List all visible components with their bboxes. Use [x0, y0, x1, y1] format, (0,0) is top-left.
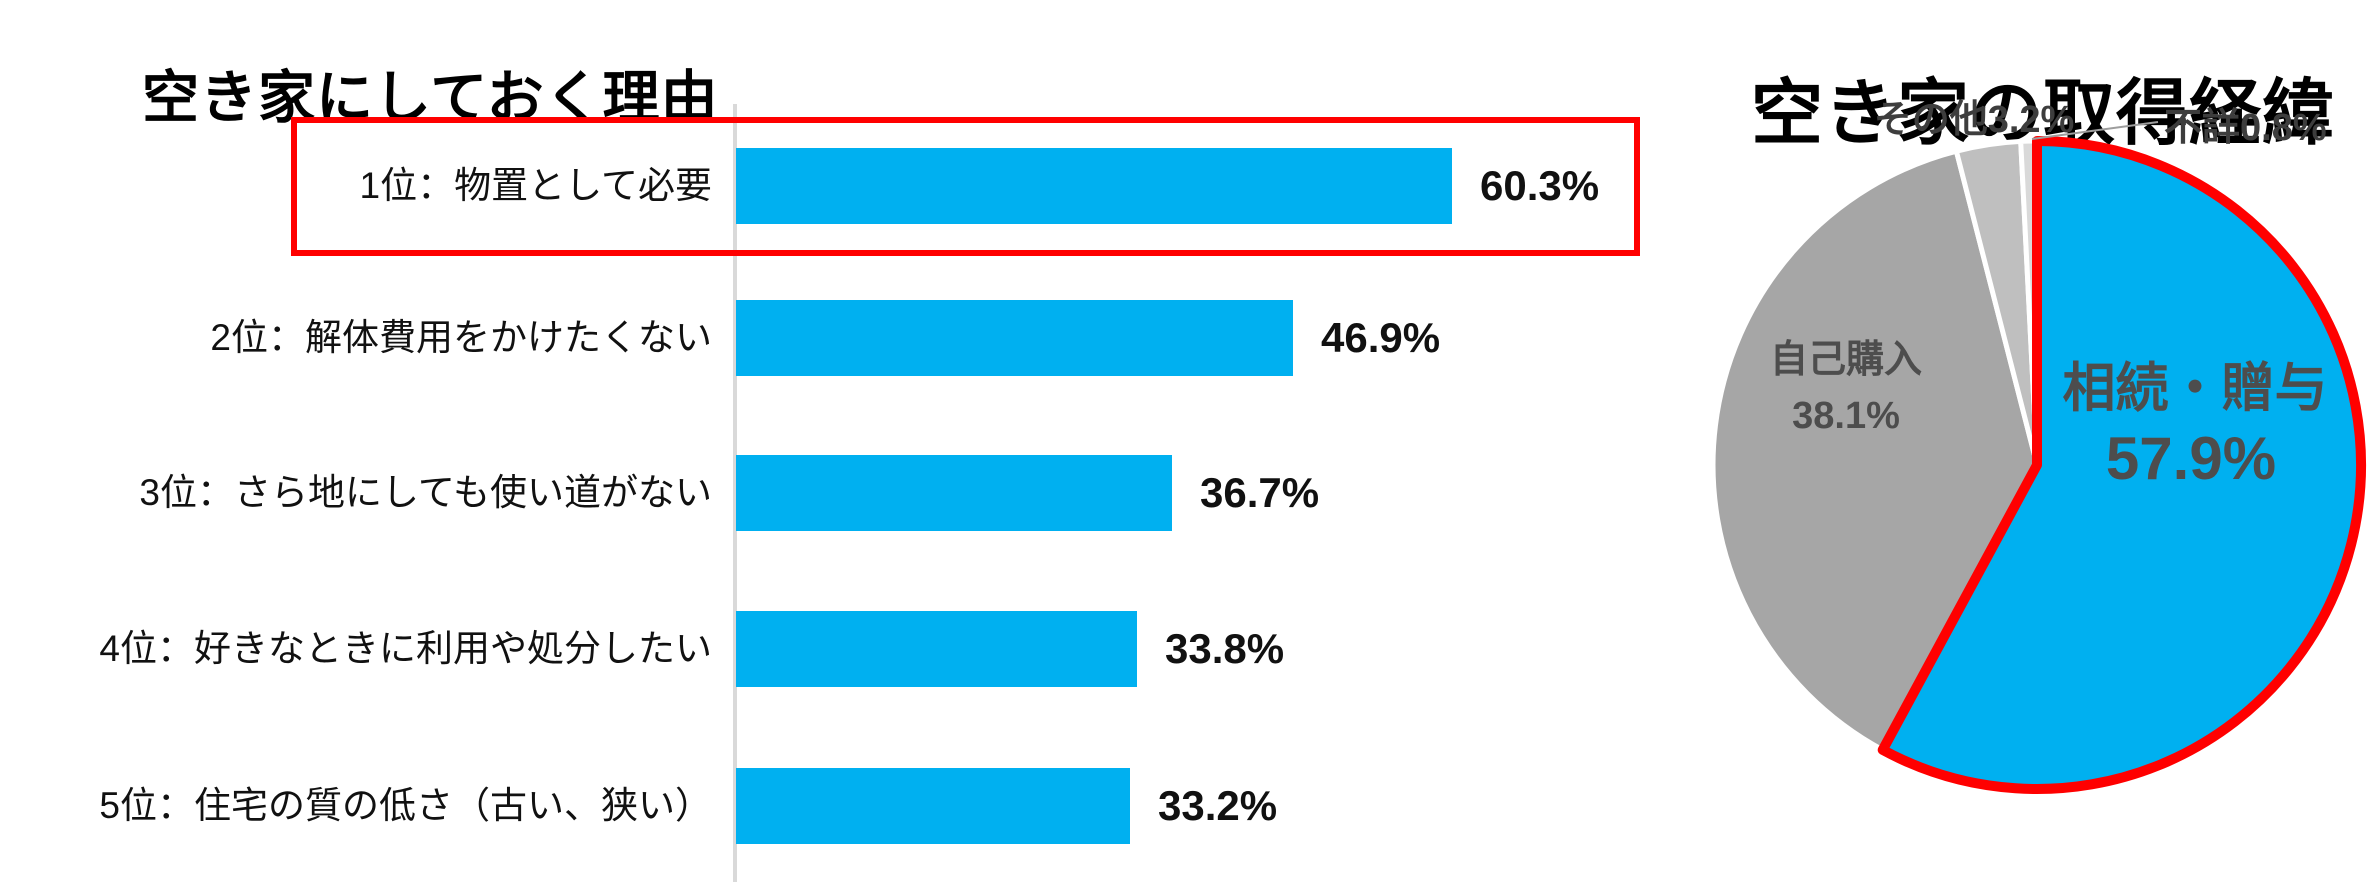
bar-value-label: 46.9%	[1321, 314, 1441, 361]
bar	[736, 300, 1293, 376]
callout-other: その他3.2%	[1873, 99, 2075, 141]
callout-unknown: 不詳0.8%	[2164, 107, 2327, 149]
bar	[736, 611, 1137, 687]
bar-row-label: 5位：住宅の質の低さ（古い、狭い）	[99, 785, 712, 826]
label-inheritance-name: 相続・贈与	[2062, 359, 2328, 418]
bar-row-label: 2位：解体費用をかけたくない	[210, 317, 712, 358]
bar-value-label: 36.7%	[1200, 469, 1320, 516]
label-self-purchase: 自己購入 38.1%	[1770, 332, 1922, 444]
pie-slice-自己購入	[1710, 148, 2040, 754]
bar-value-label: 60.3%	[1480, 162, 1600, 209]
bar-row-label: 1位：物置として必要	[359, 165, 712, 206]
leader-line	[2031, 121, 2159, 140]
bar-chart-axis-line	[733, 104, 737, 882]
bar	[736, 768, 1130, 844]
bar-value-label: 33.8%	[1165, 625, 1285, 672]
pie-slice-相続・贈与	[1877, 136, 2366, 794]
label-self-purchase-name: 自己購入	[1769, 339, 1923, 381]
label-self-purchase-value: 38.1%	[1792, 395, 1900, 437]
pie-chart	[1710, 121, 2366, 794]
bar-value-label: 33.2%	[1158, 782, 1278, 829]
bar-row-label: 4位：好きなときに利用や処分したい	[99, 628, 712, 669]
label-inheritance-value: 57.9%	[2105, 425, 2277, 492]
bar	[736, 148, 1452, 224]
bar	[736, 455, 1172, 531]
bar-row-label: 3位：さら地にしても使い道がない	[139, 472, 712, 513]
rank1-highlight-box	[291, 117, 1640, 256]
